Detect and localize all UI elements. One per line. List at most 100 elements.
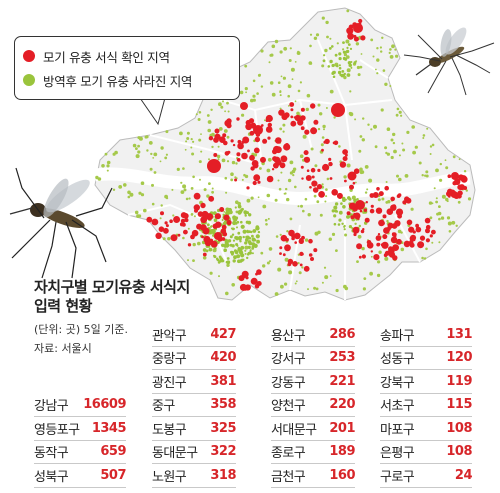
district-name: 도봉구 <box>152 422 187 438</box>
green-dot <box>386 219 389 223</box>
green-dot <box>221 158 226 163</box>
green-dot <box>180 181 183 184</box>
red-dot <box>214 128 220 134</box>
green-dot <box>343 75 347 80</box>
red-dot <box>196 223 203 230</box>
green-dot <box>145 135 149 139</box>
row-divider <box>380 392 472 394</box>
green-dot <box>334 202 339 206</box>
red-dot <box>309 186 312 189</box>
red-dot <box>279 246 283 250</box>
green-dot <box>217 261 221 264</box>
red-dot <box>208 195 215 202</box>
red-dot <box>415 223 419 228</box>
green-dot <box>294 61 297 63</box>
row-divider <box>271 392 355 394</box>
green-dot <box>390 138 394 142</box>
green-dot <box>182 236 185 240</box>
red-dot <box>182 213 185 217</box>
district-name: 영등포구 <box>34 422 80 438</box>
green-dot <box>220 105 224 109</box>
red-dot <box>306 169 310 172</box>
green-dot <box>206 223 210 227</box>
green-dot <box>425 247 428 251</box>
green-dot <box>286 197 290 202</box>
green-dot <box>338 66 342 70</box>
green-dot <box>256 92 259 95</box>
green-dot <box>240 224 245 229</box>
green-dot <box>270 53 274 57</box>
red-dot <box>378 219 385 227</box>
red-dot <box>365 201 368 204</box>
red-dot <box>160 211 164 216</box>
green-dot <box>225 260 229 264</box>
mosquito-illustration-right <box>403 27 495 96</box>
red-dot <box>289 102 295 107</box>
green-dot <box>278 187 282 191</box>
green-dot <box>253 153 258 157</box>
green-dot <box>322 124 326 129</box>
green-dot <box>244 87 248 91</box>
green-dot <box>377 260 381 264</box>
red-dot <box>417 241 425 249</box>
red-dot <box>349 184 354 190</box>
red-dot-icon <box>23 50 35 62</box>
district-value: 24 <box>454 467 473 483</box>
green-dot <box>446 216 451 220</box>
red-dot <box>245 119 251 126</box>
green-dot <box>349 112 354 117</box>
green-dot <box>225 191 228 194</box>
green-dot <box>286 230 289 233</box>
green-dot <box>396 174 399 178</box>
green-dot <box>219 258 224 263</box>
green-dot <box>287 105 290 107</box>
green-dot <box>333 206 337 209</box>
green-dot <box>207 128 211 133</box>
green-dot <box>279 94 282 97</box>
green-dot <box>135 147 138 151</box>
green-dot <box>342 48 345 51</box>
red-dot <box>408 226 415 233</box>
green-dot <box>384 82 388 87</box>
green-dot <box>353 61 357 65</box>
green-dot <box>244 212 247 215</box>
green-dot <box>389 55 394 59</box>
green-dot <box>274 292 279 296</box>
green-dot <box>348 63 352 67</box>
green-dot <box>221 243 225 247</box>
green-dot <box>321 16 325 20</box>
green-dot <box>279 90 282 94</box>
district-row: 은평구 108 <box>380 442 472 462</box>
red-dot <box>236 158 241 162</box>
green-dot <box>192 259 195 262</box>
red-dot <box>285 143 289 147</box>
red-dot <box>261 124 264 127</box>
green-dot <box>134 210 139 215</box>
green-dot <box>393 149 397 154</box>
green-dot <box>187 227 190 230</box>
green-dot <box>280 75 283 78</box>
red-dot <box>356 243 363 250</box>
red-dot <box>348 202 356 210</box>
red-dot <box>300 107 305 112</box>
red-dot <box>313 248 318 253</box>
row-divider <box>271 439 355 441</box>
green-dot <box>200 150 203 153</box>
green-dot <box>321 136 325 139</box>
green-dot <box>370 255 373 258</box>
green-dot <box>338 218 342 222</box>
district-row: 성북구 507 <box>34 465 126 485</box>
green-dot <box>325 188 328 191</box>
red-dot <box>290 115 294 119</box>
green-dot <box>245 238 249 242</box>
red-dot <box>190 234 195 240</box>
red-dot <box>322 163 330 172</box>
district-value: 120 <box>446 350 472 365</box>
district-row: 중랑구 420 <box>152 348 236 368</box>
green-dot <box>283 192 286 195</box>
district-row: 강남구 16609 <box>34 395 126 415</box>
row-divider <box>152 392 236 394</box>
red-dot <box>219 207 225 212</box>
green-dot <box>287 178 292 183</box>
green-dot <box>277 179 280 182</box>
